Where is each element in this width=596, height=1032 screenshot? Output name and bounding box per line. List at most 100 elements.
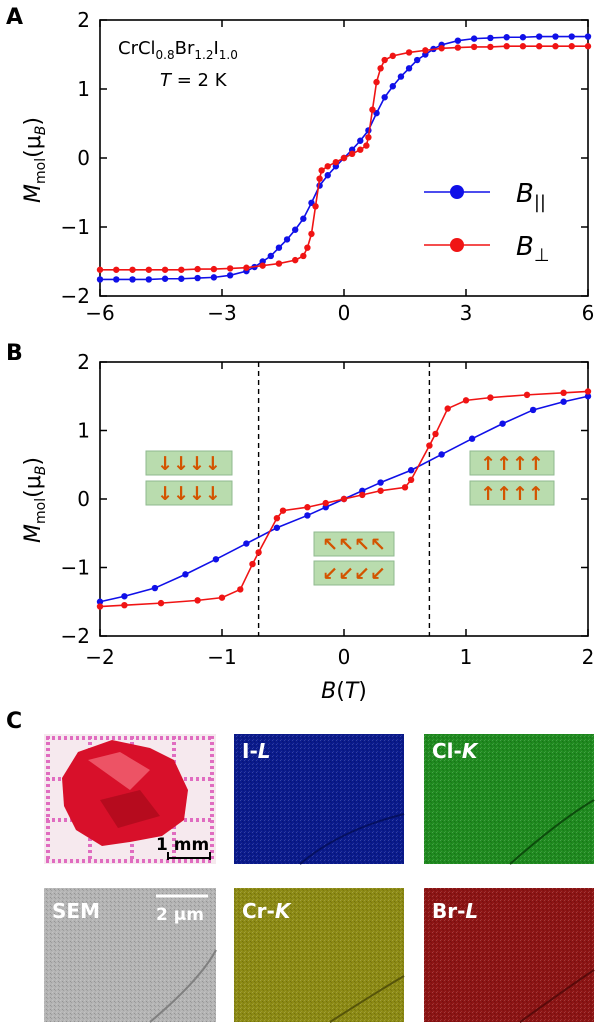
data-point	[318, 167, 325, 174]
map-cr-k: Cr-K	[234, 888, 405, 1023]
panel-label-b: B	[6, 341, 23, 366]
data-point	[470, 43, 478, 51]
data-point	[348, 150, 356, 158]
spin-arrows-canted-bottom: ↙↙↙↙	[322, 563, 386, 585]
spin-box-up-top	[469, 450, 555, 476]
data-point	[584, 388, 592, 395]
map-cr-k-label: Cr-K	[242, 899, 292, 923]
data-point	[226, 265, 234, 272]
data-point	[178, 275, 185, 282]
data-point	[243, 264, 250, 271]
spin-arrows-up-bottom: ↑↑↑↑	[480, 483, 544, 505]
map-br-l: Br-L	[424, 888, 595, 1023]
data-point	[363, 142, 370, 149]
data-point	[151, 584, 159, 592]
data-point	[255, 549, 262, 556]
legend-marker-b-parallel	[450, 185, 464, 199]
chart-b-ylabel: Mmol(μB)	[21, 457, 49, 543]
data-point	[432, 430, 439, 438]
spin-state-canted: ↖↖↖↖ ↙↙↙↙	[313, 531, 395, 586]
data-point	[340, 495, 348, 503]
crystal-shape	[62, 740, 188, 846]
data-point	[389, 83, 396, 90]
data-point	[312, 203, 319, 210]
data-point	[96, 603, 104, 610]
panel-c-images: 1 mm I-L Cl-K SEM 2 μm	[44, 734, 595, 1023]
data-point	[226, 272, 234, 279]
sem-scale-label: 2 μm	[156, 905, 204, 925]
data-point	[324, 163, 331, 170]
data-point	[212, 556, 220, 563]
data-point	[308, 230, 315, 238]
data-point	[300, 252, 307, 260]
chart-b: −2 −1 0 1 2 −2 −1 0 1 2 Mmol(μB) B(T) ↓↓↓↓ ↓↓↓↓ ↖…	[21, 350, 594, 704]
data-point	[397, 73, 405, 80]
data-point	[369, 106, 376, 113]
data-point	[267, 252, 274, 260]
data-point	[283, 236, 291, 243]
data-point	[377, 479, 384, 486]
spin-box-down-bottom	[145, 480, 233, 506]
data-point	[304, 512, 311, 519]
x-tick-label: −3	[207, 301, 236, 325]
crystal-scale-label: 1 mm	[156, 835, 209, 855]
y-tick-label: −1	[61, 215, 90, 239]
data-point	[273, 524, 281, 531]
data-point	[324, 172, 331, 179]
data-point	[121, 601, 128, 609]
data-point	[405, 49, 413, 56]
data-point	[422, 47, 429, 54]
data-point	[560, 398, 567, 405]
data-point	[373, 78, 380, 86]
data-point	[357, 146, 364, 153]
map-i-l-label: I-L	[242, 739, 271, 763]
data-point	[503, 34, 510, 41]
data-point	[157, 599, 165, 607]
data-point	[194, 265, 201, 273]
data-point	[316, 175, 323, 182]
data-point	[552, 33, 559, 40]
map-br-l-label: Br-L	[432, 899, 478, 923]
data-point	[407, 476, 415, 484]
chart-a: −6 −3 0 3 6 −2 −1 0 1 2 Mmol(μB) CrCl0.8Br1.2I1.0…	[21, 8, 594, 325]
chart-a-legend: B|| B⊥	[424, 179, 550, 266]
data-point	[560, 389, 567, 397]
data-point	[145, 276, 152, 283]
y-tick-label: −2	[61, 624, 90, 648]
spin-arrows-up-top: ↑↑↑↑	[480, 453, 544, 475]
chart-a-temperature: T = 2 K	[160, 70, 228, 91]
data-point	[381, 56, 388, 64]
data-point	[407, 467, 415, 474]
data-point	[444, 405, 451, 412]
x-tick-label: 3	[460, 301, 473, 325]
data-point	[438, 45, 445, 52]
data-point	[405, 65, 413, 72]
data-point	[462, 397, 470, 404]
chart-a-ylabel: Mmol(μB)	[21, 117, 49, 203]
y-tick-label: 1	[77, 77, 90, 101]
data-point	[279, 507, 287, 514]
spin-arrows-down-bottom: ↓↓↓↓	[157, 483, 221, 505]
data-point	[584, 43, 592, 50]
sem-label: SEM	[52, 899, 100, 923]
x-tick-label: −6	[85, 301, 114, 325]
data-point	[519, 43, 527, 50]
spin-box-canted-top	[313, 531, 395, 557]
y-tick-label: 2	[77, 8, 90, 32]
data-point	[499, 420, 506, 427]
data-point	[487, 394, 494, 401]
spin-box-up-bottom	[469, 480, 555, 506]
data-point	[552, 43, 559, 50]
data-point	[389, 52, 396, 60]
data-point	[454, 44, 462, 51]
data-point	[96, 266, 104, 273]
data-point	[249, 560, 256, 568]
data-point	[129, 276, 136, 283]
spin-arrows-canted-top: ↖↖↖↖	[322, 534, 386, 556]
x-tick-label: 0	[338, 645, 351, 669]
y-tick-label: 0	[77, 146, 90, 170]
data-point	[121, 593, 128, 600]
data-point	[129, 266, 136, 273]
data-point	[275, 244, 283, 251]
spin-arrows-down-top: ↓↓↓↓	[157, 453, 221, 475]
